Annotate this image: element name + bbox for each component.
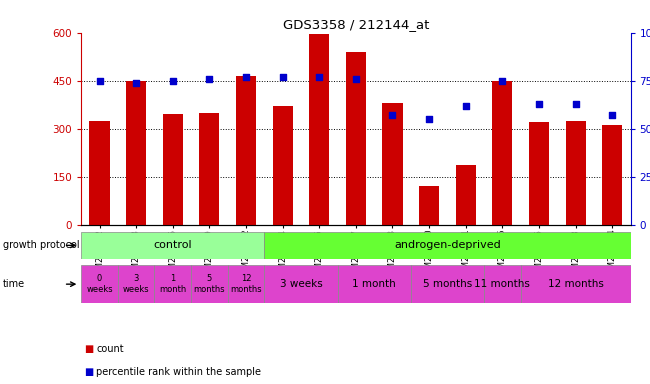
Point bbox=[278, 74, 288, 80]
Point bbox=[131, 79, 142, 86]
Bar bbox=[81, 232, 265, 259]
Bar bbox=[227, 265, 265, 303]
Bar bbox=[155, 265, 191, 303]
Point bbox=[571, 101, 581, 107]
Point bbox=[204, 76, 214, 82]
Bar bbox=[521, 265, 630, 303]
Point bbox=[168, 78, 178, 84]
Bar bbox=[126, 81, 146, 225]
Text: androgen-deprived: androgen-deprived bbox=[394, 240, 500, 250]
Text: 3 weeks: 3 weeks bbox=[280, 279, 322, 289]
Text: 3
weeks: 3 weeks bbox=[123, 275, 150, 294]
Point bbox=[534, 101, 544, 107]
Bar bbox=[419, 186, 439, 225]
Bar bbox=[265, 232, 630, 259]
Text: growth protocol: growth protocol bbox=[3, 240, 80, 250]
Bar bbox=[566, 121, 586, 225]
Text: 0
weeks: 0 weeks bbox=[86, 275, 113, 294]
Point bbox=[497, 78, 508, 84]
Text: 12
months: 12 months bbox=[230, 275, 262, 294]
Bar bbox=[191, 265, 228, 303]
Bar bbox=[200, 113, 220, 225]
Text: 5
months: 5 months bbox=[194, 275, 225, 294]
Bar bbox=[602, 126, 622, 225]
Bar bbox=[81, 265, 118, 303]
Bar bbox=[484, 265, 521, 303]
Title: GDS3358 / 212144_at: GDS3358 / 212144_at bbox=[283, 18, 429, 31]
Text: 11 months: 11 months bbox=[474, 279, 530, 289]
Text: control: control bbox=[153, 240, 192, 250]
Text: 1 month: 1 month bbox=[352, 279, 396, 289]
Bar bbox=[162, 114, 183, 225]
Bar bbox=[456, 166, 476, 225]
Bar bbox=[337, 265, 411, 303]
Bar bbox=[90, 121, 110, 225]
Text: ■: ■ bbox=[84, 344, 94, 354]
Point bbox=[424, 116, 434, 122]
Point bbox=[387, 112, 398, 118]
Text: 1
month: 1 month bbox=[159, 275, 187, 294]
Point bbox=[94, 78, 105, 84]
Text: count: count bbox=[96, 344, 124, 354]
Point bbox=[351, 76, 361, 82]
Text: ■: ■ bbox=[84, 367, 94, 377]
Text: 5 months: 5 months bbox=[422, 279, 472, 289]
Point bbox=[314, 74, 324, 80]
Text: percentile rank within the sample: percentile rank within the sample bbox=[96, 367, 261, 377]
Bar bbox=[265, 265, 337, 303]
Point bbox=[460, 103, 471, 109]
Point bbox=[607, 112, 618, 118]
Bar bbox=[309, 34, 330, 225]
Bar bbox=[272, 106, 292, 225]
Point bbox=[240, 74, 251, 80]
Text: time: time bbox=[3, 279, 25, 289]
Bar bbox=[529, 122, 549, 225]
Bar bbox=[236, 76, 256, 225]
Bar bbox=[118, 265, 155, 303]
Bar bbox=[411, 265, 484, 303]
Bar bbox=[492, 81, 512, 225]
Bar bbox=[382, 103, 402, 225]
Bar bbox=[346, 52, 366, 225]
Text: 12 months: 12 months bbox=[548, 279, 603, 289]
